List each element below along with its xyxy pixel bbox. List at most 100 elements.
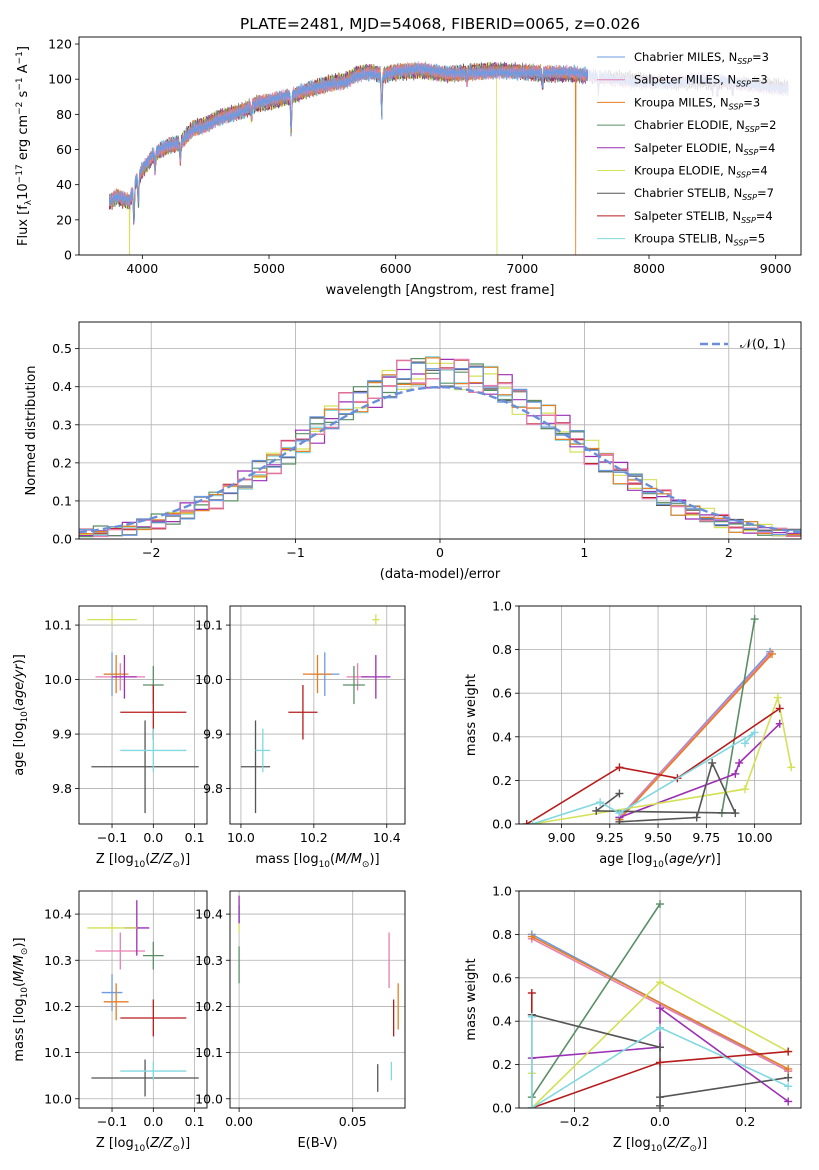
- weight-vs-age-y-axis-label: mass weight: [464, 674, 479, 756]
- x-tick-label: 9.50: [644, 830, 672, 845]
- x-tick-label: −2: [142, 545, 160, 560]
- y-tick-label: 10.1: [195, 1045, 223, 1060]
- spectrum-legend: Chabrier MILES, NSSP=3 Salpeter MILES, NS…: [588, 44, 794, 250]
- mass-vs-Z-frame: [78, 890, 208, 1109]
- weight-marker: [656, 978, 664, 987]
- weight-marker: [656, 900, 664, 909]
- weight-marker: [656, 1058, 664, 1067]
- mass-vs-ebv-x-axis-label: E(B-V): [297, 1136, 337, 1151]
- weight-line-3: [531, 935, 789, 1070]
- legend-label: Salpeter ELODIE, NSSP=4: [634, 141, 775, 157]
- weight-marker: [740, 785, 749, 794]
- weight-marker: [656, 1023, 664, 1032]
- x-tick-label: −0.1: [97, 830, 127, 845]
- errorbar-point-8: [288, 685, 318, 740]
- errorbar-point-7: [240, 720, 271, 814]
- age-vs-mass-x-axis-label: mass [log10(M/M⊙)]: [255, 852, 379, 870]
- y-tick-label: 0.2: [492, 1057, 512, 1072]
- legend-label: Kroupa ELODIE, NSSP=4: [634, 164, 768, 180]
- weight-marker: [784, 1047, 793, 1056]
- legend-label: Chabrier STELIB, NSSP=7: [634, 186, 774, 202]
- weight-marker: [731, 769, 740, 778]
- weight-marker: [750, 728, 759, 737]
- weight-vs-age-x-axis-label: age [log10(age/yr)]: [599, 852, 721, 870]
- y-tick-label: 120: [48, 37, 72, 52]
- weight-vs-Z-y-axis-label: mass weight: [464, 958, 479, 1040]
- weight-line-6: [532, 694, 793, 824]
- y-tick-label: 0.1: [52, 493, 72, 508]
- y-tick-label: 10.1: [44, 618, 72, 633]
- x-tick-label: −0.2: [559, 1114, 589, 1129]
- histogram-3: [79, 357, 801, 536]
- mass-vs-Z-x-axis-label: Z [log10(Z/Z⊙)]: [96, 1136, 190, 1154]
- x-tick-label: 8000: [633, 261, 665, 276]
- errorbar-point-3: [103, 983, 129, 1021]
- weight-marker: [656, 1043, 664, 1052]
- legend-label: Chabrier MILES, NSSP=3: [634, 50, 769, 66]
- weight-line-8: [526, 707, 781, 824]
- weight-marker: [528, 820, 537, 824]
- weight-vs-age-lines: [522, 615, 796, 824]
- y-tick-label: 0: [64, 248, 72, 263]
- y-tick-label: 0.5: [52, 341, 72, 356]
- x-tick-label: −1: [286, 545, 304, 560]
- weight-vs-Z-x-axis-label: Z [log10(Z/Z⊙)]: [613, 1136, 707, 1154]
- weight-marker: [784, 1064, 793, 1073]
- errorbar-point-2: [95, 932, 146, 970]
- y-tick-label: 80: [56, 107, 72, 122]
- spectrum-frame: [78, 36, 802, 256]
- errorbar-point-1: [101, 974, 123, 1012]
- weight-marker: [768, 649, 777, 658]
- errorbar-point-6: [87, 923, 137, 933]
- y-tick-label: 10.1: [44, 1045, 72, 1060]
- mass-vs-Z-errorbars: [87, 900, 199, 1097]
- y-tick-label: 0.2: [52, 455, 72, 470]
- x-tick-label: 0.1: [185, 1114, 205, 1129]
- x-tick-label: 7000: [506, 261, 538, 276]
- weight-line-7: [593, 760, 737, 823]
- legend-label: Kroupa STELIB, NSSP=5: [634, 232, 765, 248]
- weight-vs-age-frame: [518, 605, 802, 825]
- y-tick-label: 9.9: [52, 727, 72, 742]
- x-tick-label: 0.05: [339, 1114, 367, 1129]
- y-tick-label: 0.6: [492, 970, 512, 985]
- errorbar-point-5: [112, 655, 137, 699]
- x-tick-label: 0.0: [650, 1114, 670, 1129]
- y-tick-label: 1.0: [492, 884, 512, 899]
- y-tick-label: 10.0: [44, 1091, 72, 1106]
- y-tick-label: 60: [56, 142, 72, 157]
- y-tick-label: 40: [56, 177, 72, 192]
- age-vs-mass-errorbars: [240, 614, 391, 814]
- weight-line-4: [531, 903, 661, 1098]
- age-vs-Z-axes: −0.1 0.0 0.1 9.8 9.9 10.0 10.1: [44, 606, 207, 845]
- x-tick-label: 4000: [126, 261, 158, 276]
- legend-label: Salpeter MILES, NSSP=3: [634, 73, 768, 89]
- weight-line-9: [531, 1016, 789, 1108]
- spectrum-axes: 4000 5000 6000 7000 8000 9000 0 20 40 60 80 100 120: [48, 37, 791, 276]
- age-vs-Z-y-axis-label: age [log10(age/yr)]: [12, 654, 30, 776]
- errorbar-point-9: [255, 728, 271, 773]
- errorbar-point-9: [120, 728, 187, 773]
- x-tick-label: 0.1: [185, 830, 205, 845]
- x-tick-label: 10.4: [373, 830, 401, 845]
- weight-marker: [773, 693, 782, 702]
- errorbar-point-5: [361, 655, 391, 699]
- histogram-steps: [79, 356, 801, 538]
- errorbar-point-3: [302, 655, 333, 694]
- y-tick-label: 9.9: [203, 727, 223, 742]
- x-tick-label: 9.00: [548, 830, 576, 845]
- weight-marker: [775, 704, 784, 713]
- y-tick-label: 0.6: [492, 686, 512, 701]
- x-tick-label: 5000: [253, 261, 285, 276]
- weight-marker: [522, 820, 531, 824]
- legend-label: 𝒩(0, 1): [740, 336, 786, 351]
- y-tick-label: 10.2: [195, 999, 223, 1014]
- weight-marker: [527, 1104, 536, 1108]
- y-tick-label: 10.0: [44, 672, 72, 687]
- y-tick-label: 10.3: [44, 953, 72, 968]
- mass-vs-ebv-frame: [229, 890, 406, 1109]
- y-tick-label: 10.2: [44, 999, 72, 1014]
- legend-label: Kroupa MILES, NSSP=3: [634, 95, 760, 111]
- y-tick-label: 0.3: [52, 417, 72, 432]
- mass-vs-Z-axes: −0.1 0.0 0.1 10.0 10.1 10.2 10.3 10.4: [44, 891, 207, 1129]
